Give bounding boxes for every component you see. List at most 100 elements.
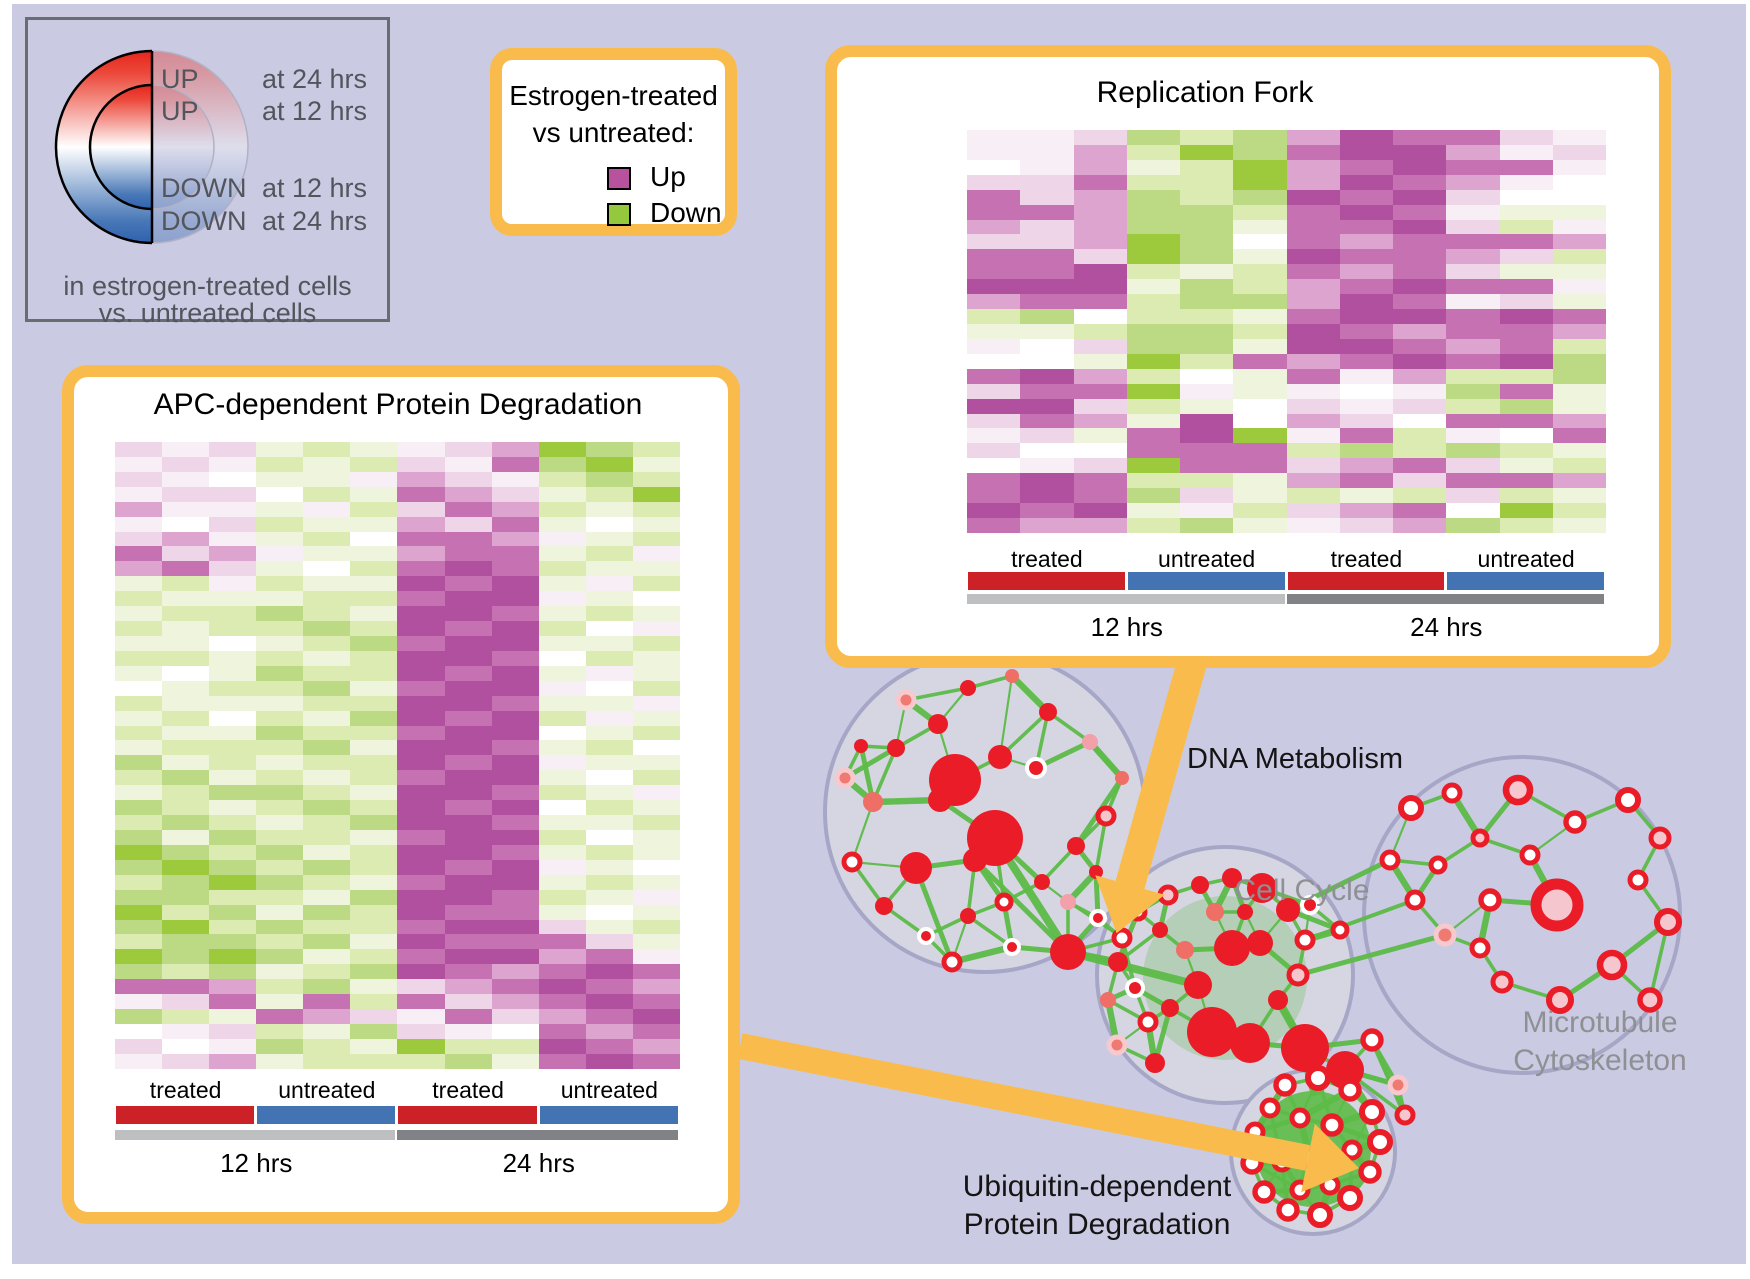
heatmap-cell (1393, 159, 1447, 175)
heatmap-cell (1126, 249, 1180, 265)
heatmap-cell (1393, 517, 1447, 533)
heatmap-cell (1446, 413, 1500, 429)
heatmap-row (115, 934, 680, 950)
heatmap-cell (632, 442, 680, 457)
heatmap-cell (1499, 174, 1553, 190)
heatmap-cell (1233, 353, 1287, 369)
heatmap-cell (209, 1053, 257, 1069)
heatmap-cell (350, 695, 398, 711)
heatmap-row (967, 517, 1606, 533)
heatmap-cell (538, 949, 586, 965)
gene-node (1176, 941, 1194, 959)
heatmap-cell (1180, 488, 1234, 504)
heatmap-cell (538, 665, 586, 681)
heatmap-cell (162, 815, 210, 830)
heatmap-cell (444, 501, 492, 517)
heatmap-cell (967, 323, 1021, 339)
heatmap-cell (115, 919, 163, 935)
heatmap-cell (1552, 159, 1606, 175)
heatmap-cell (967, 174, 1021, 190)
heatmap-cell (209, 889, 257, 905)
heatmap-cell (491, 561, 539, 577)
time-label: 24 hrs (1410, 612, 1483, 642)
heatmap-cell (491, 979, 539, 995)
heatmap-cell (585, 1009, 633, 1024)
heatmap-cell (444, 1053, 492, 1069)
gene-node (1294, 929, 1316, 951)
heatmap-cell (209, 844, 257, 860)
heatmap-cell (1233, 249, 1287, 265)
heatmap-cell (209, 635, 257, 651)
heatmap-cell (444, 531, 492, 547)
heatmap-cell (444, 785, 492, 801)
gene-node (1067, 837, 1085, 855)
heatmap-cell (1020, 503, 1074, 518)
heatmap-cell (209, 516, 257, 532)
heatmap-cell (303, 456, 351, 472)
heatmap-cell (632, 964, 680, 980)
heatmap-cell (115, 949, 163, 965)
heatmap-cell (1180, 428, 1234, 444)
heatmap-cell (256, 785, 304, 801)
gene-node (1359, 1099, 1385, 1125)
heatmap-cell (1499, 130, 1553, 145)
heatmap-cell (1446, 323, 1500, 339)
heatmap-cell (397, 770, 445, 786)
heatmap-cell (350, 829, 398, 845)
heatmap-cell (1286, 413, 1340, 429)
heatmap-cell (397, 755, 445, 771)
heatmap-cell (397, 964, 445, 980)
heatmap-cell (256, 755, 304, 771)
network-edge (998, 675, 1014, 758)
gene-node (1307, 1202, 1333, 1228)
heatmap-cell (538, 576, 586, 592)
heatmap-cell (1499, 428, 1553, 444)
gene-node (1025, 757, 1047, 779)
gene-node (1286, 963, 1310, 987)
heatmap-cell (209, 979, 257, 995)
heatmap-cell (1233, 144, 1287, 160)
key-direction-label: UP (161, 96, 199, 126)
heatmap-cell (444, 800, 492, 816)
heatmap-row (115, 994, 680, 1010)
gene-node (1300, 895, 1320, 915)
heatmap-cell (303, 561, 351, 577)
heatmap-cell (491, 740, 539, 756)
heatmap-cell (538, 606, 586, 622)
heatmap-cell (491, 934, 539, 950)
estrogen-legend-title-line2: vs untreated: (532, 117, 695, 148)
heatmap-cell (538, 650, 586, 666)
heatmap-cell (1446, 428, 1500, 444)
heatmap-cell (1499, 383, 1553, 399)
heatmap-cell (1126, 473, 1180, 489)
heatmap-cell (1446, 294, 1500, 310)
time-bar (967, 594, 1285, 604)
heatmap-cell (585, 531, 633, 547)
heatmap-cell (1339, 323, 1393, 339)
heatmap-cell (1073, 368, 1127, 384)
heatmap-cell (538, 800, 586, 816)
heatmap-cell (350, 710, 398, 726)
heatmap-cell (350, 546, 398, 562)
heatmap-cell (1446, 249, 1500, 265)
heatmap-cell (1020, 428, 1074, 444)
heatmap-cell (1339, 488, 1393, 504)
heatmap-cell (162, 859, 210, 875)
heatmap-cell (1180, 294, 1234, 310)
heatmap-row (967, 398, 1606, 414)
heatmap-cell (444, 1009, 492, 1024)
heatmap-cell (632, 1023, 680, 1039)
heatmap-cell (1020, 443, 1074, 459)
heatmap-cell (303, 755, 351, 771)
color-key-box: UP at 24 hrs UP at 12 hrs DOWN at 12 hrs DOWN a… (25, 17, 390, 328)
heatmap-cell (115, 665, 163, 681)
gene-node (1247, 873, 1277, 903)
heatmap-cell (350, 561, 398, 577)
heatmap-cell (444, 874, 492, 890)
heatmap-cell (115, 456, 163, 472)
network-bridge-edge (1370, 1039, 1407, 1116)
heatmap-row (115, 471, 680, 487)
heatmap-cell (491, 650, 539, 666)
heatmap-cell (1446, 503, 1500, 518)
heatmap-cell (1552, 204, 1606, 220)
